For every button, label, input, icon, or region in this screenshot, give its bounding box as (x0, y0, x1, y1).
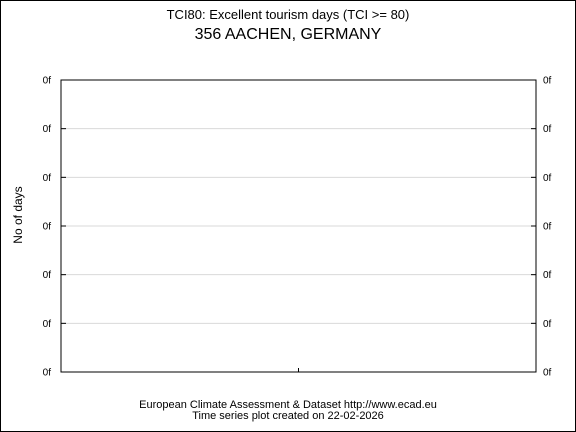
grid-layer (61, 128, 536, 324)
y-tick-label-right: 0f (543, 173, 552, 184)
chart-subtitle: 356 AACHEN, GERMANY (194, 26, 382, 43)
y-tick-label-left: 0f (43, 270, 52, 281)
y-tick-label-right: 0f (543, 368, 552, 379)
y-tick-label-left: 0f (43, 124, 52, 135)
y-tick-label-left: 0f (43, 173, 52, 184)
footer-source: European Climate Assessment & Dataset ht… (139, 399, 437, 411)
y-tick-label-right: 0f (543, 124, 552, 135)
footer-created: Time series plot created on 22-02-2026 (192, 410, 384, 422)
y-tick-label-left: 0f (43, 222, 52, 233)
y-tick-label-right: 0f (543, 222, 552, 233)
y-tick-label-right: 0f (543, 76, 552, 87)
tick-label-layer: 0f 0f 0f 0f 0f 0f 0f 0f 0f 0f 0f 0f 0f 0f (43, 76, 552, 379)
y-tick-label-left: 0f (43, 368, 52, 379)
tick-layer (61, 79, 536, 373)
chart-title: TCI80: Excellent tourism days (TCI >= 80… (166, 7, 410, 22)
y-tick-label-left: 0f (43, 76, 52, 87)
y-tick-label-left: 0f (43, 319, 52, 330)
y-tick-label-right: 0f (543, 319, 552, 330)
y-tick-label-right: 0f (543, 270, 552, 281)
